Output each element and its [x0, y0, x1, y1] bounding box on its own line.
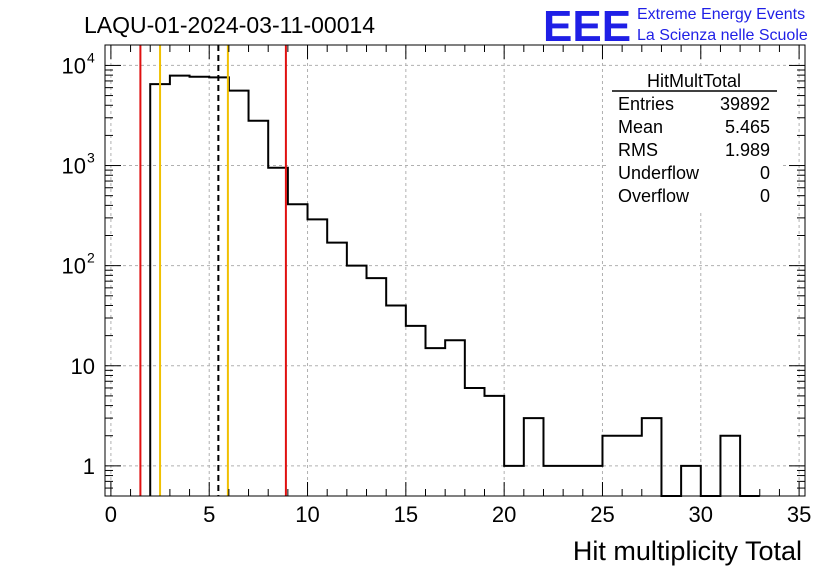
histogram-bin — [406, 326, 426, 496]
eee-logo-line2: La Scienza nelle Scuole — [637, 27, 808, 44]
x-tick-label: 10 — [295, 502, 319, 527]
histogram-bin — [229, 91, 249, 496]
stats-label: Mean — [618, 117, 663, 137]
histogram-bin — [190, 77, 210, 496]
stats-value: 1.989 — [725, 140, 770, 160]
histogram-bin — [681, 466, 701, 496]
histogram-bin — [622, 436, 642, 496]
x-tick-label: 5 — [203, 502, 215, 527]
y-tick-exponent: 4 — [87, 49, 95, 65]
marker-lines — [139, 45, 287, 496]
axis-ticks — [105, 45, 805, 497]
stats-label: Entries — [618, 94, 674, 114]
stats-value: 5.465 — [725, 117, 770, 137]
histogram-bin — [484, 396, 504, 496]
stats-label: Overflow — [618, 186, 690, 206]
histogram-bin — [642, 418, 662, 496]
y-tick-label: 10 — [62, 53, 86, 78]
stats-label: Underflow — [618, 163, 700, 183]
y-tick-exponent: 3 — [87, 150, 95, 166]
stats-box: HitMultTotal Entries 39892 Mean 5.465 RMS 1.9… — [608, 67, 780, 210]
histogram-bin — [386, 305, 406, 496]
histogram-bin — [465, 388, 485, 496]
histogram-bin — [327, 243, 347, 496]
x-axis-title: Hit multiplicity Total — [573, 536, 802, 566]
x-tick-label: 15 — [394, 502, 418, 527]
histogram-bin — [504, 466, 524, 496]
eee-logo-line1: Extreme Energy Events — [637, 6, 805, 23]
histogram-bars — [149, 74, 760, 497]
histogram-bin — [249, 121, 269, 496]
histogram-bin — [583, 466, 603, 496]
y-tick-label: 1 — [83, 454, 95, 479]
histogram-bin — [367, 278, 387, 496]
y-tick-label: 10 — [71, 354, 95, 379]
histogram-bin — [524, 418, 544, 496]
y-tick-label: 10 — [62, 254, 86, 279]
histogram-bin — [426, 348, 446, 496]
histogram-bin — [445, 340, 465, 496]
histogram-bin — [288, 204, 308, 496]
x-tick-label: 35 — [787, 502, 811, 527]
x-tick-label: 0 — [105, 502, 117, 527]
x-tick-label: 25 — [590, 502, 614, 527]
stats-value: 0 — [760, 186, 770, 206]
histogram-bin — [563, 466, 583, 496]
histogram-outline — [149, 74, 760, 497]
y-tick-exponent: 2 — [87, 250, 95, 266]
y-tick-label: 10 — [62, 154, 86, 179]
histogram-bin — [308, 219, 328, 496]
x-tick-label: 20 — [492, 502, 516, 527]
stats-value: 0 — [760, 163, 770, 183]
run-label: LAQU-01-2024-03-11-00014 — [84, 12, 375, 38]
stats-label: RMS — [618, 140, 658, 160]
stats-value: 39892 — [720, 94, 770, 114]
eee-logo-text: EEE — [543, 2, 631, 51]
stats-rows: Entries 39892 Mean 5.465 RMS 1.989 Underflow 0 O… — [618, 94, 770, 206]
histogram-bin — [347, 266, 367, 496]
eee-logo: EEE Extreme Energy Events La Scienza nel… — [543, 2, 808, 51]
histogram-bin — [543, 466, 563, 496]
histogram-bin — [170, 76, 190, 496]
x-tick-label: 30 — [689, 502, 713, 527]
x-tick-labels: 0 5 10 15 20 25 30 35 — [105, 502, 812, 527]
stats-title: HitMultTotal — [647, 71, 741, 91]
